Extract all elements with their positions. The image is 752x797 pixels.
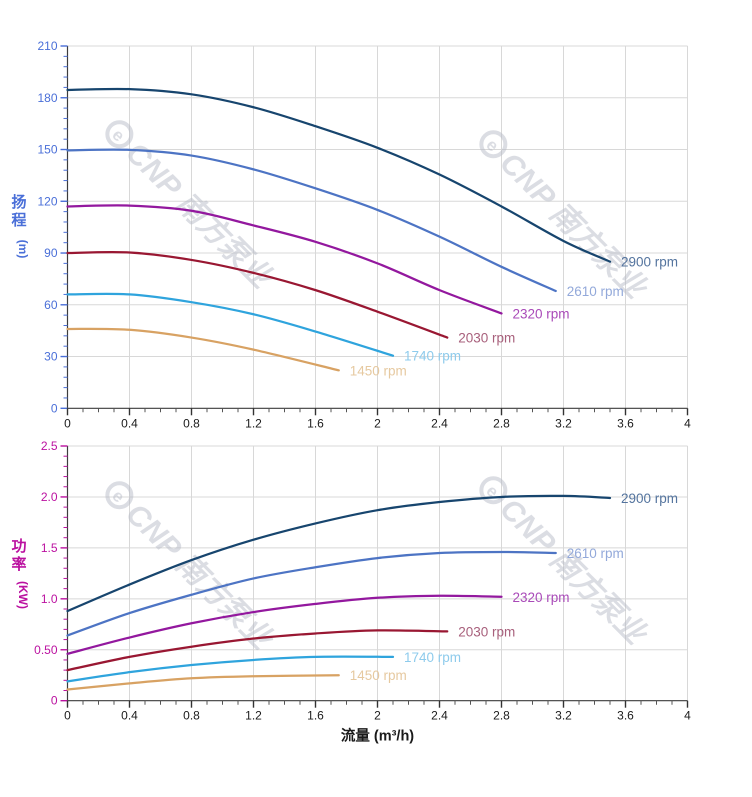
x-tick-label: 3.6 [617,416,634,430]
power-axis-title-char: 率 [11,555,26,573]
power-curve-label-2320rpm: 2320 rpm [513,590,570,605]
x-tick-label: 2.8 [493,416,510,430]
y-tick-label: 180 [37,91,57,105]
x-tick-label: 2.4 [431,709,448,723]
power-curve-label-2030rpm: 2030 rpm [458,624,515,639]
power-curve-1740rpm [66,655,395,683]
power-curve-label-2900rpm: 2900 rpm [621,491,678,506]
x-tick-label: 0.4 [121,416,138,430]
power-curve-2610rpm [66,550,557,637]
power-curve-2900rpm [66,494,612,613]
cnp-logo-icon [105,481,134,510]
power-curve-label-2610rpm: 2610 rpm [567,546,624,561]
y-tick-label: 60 [44,298,58,312]
y-tick-label: 1.5 [41,541,58,555]
y-tick-label: 120 [37,194,57,208]
cnp-logo-icon [105,120,134,149]
y-tick-label: 0 [51,694,58,708]
head-curve-1450rpm [66,327,340,372]
x-tick-label: 3.6 [617,709,634,723]
x-tick-label: 1.2 [245,416,262,430]
head-curve-label-1740rpm: 1740 rpm [404,349,461,364]
head-curve-label-2320rpm: 2320 rpm [513,306,570,321]
x-tick-label: 1.6 [307,709,324,723]
power-curve-1450rpm [66,674,340,691]
head-curve-label-1450rpm: 1450 rpm [350,363,407,378]
y-tick-label: 90 [44,246,58,260]
x-tick-label: 1.6 [307,416,324,430]
y-tick-label: 2.0 [41,490,58,504]
y-tick-label: 0.50 [34,643,58,657]
x-tick-label: 2 [374,416,381,430]
head-curve-2610rpm [66,148,557,293]
head-curve-2030rpm [66,250,449,339]
y-tick-label: 150 [37,143,57,157]
power-axis-title-char: 功 [11,538,26,555]
power-curve-2320rpm [66,594,503,655]
cnp-logo-icon [479,130,508,159]
x-tick-label: 2 [374,709,381,723]
head-axis-title-char: 程 [11,212,26,229]
x-tick-label: 4 [684,416,691,430]
head-curve-2900rpm [66,87,612,263]
x-tick-label: 1.2 [245,709,262,723]
x-tick-label: 3.2 [555,416,572,430]
head-curve-1740rpm [66,292,395,357]
power-curve-label-1450rpm: 1450 rpm [350,668,407,683]
x-tick-label: 0 [64,416,71,430]
x-tick-label: 4 [684,709,691,723]
head-axis-unit: (m) [16,240,30,259]
head-curve-2320rpm [66,204,503,315]
power-axis-unit: (KW) [16,581,30,609]
head-curve-label-2030rpm: 2030 rpm [458,331,515,346]
watermark-brand-text: CNP 南方泵业 [493,146,654,307]
power-curve-2030rpm [66,629,449,672]
x-tick-label: 0.4 [121,709,138,723]
y-tick-label: 30 [44,350,58,364]
y-tick-label: 0 [51,401,58,415]
watermark-brand-text: CNP 南方泵业 [493,492,654,653]
y-tick-label: 210 [37,39,57,53]
x-tick-label: 0.8 [183,416,200,430]
head-curve-label-2610rpm: 2610 rpm [567,284,624,299]
flow-axis-title: 流量 (m³/h) [341,727,414,745]
x-tick-label: 2.8 [493,709,510,723]
y-tick-label: 2.5 [41,439,58,453]
x-tick-label: 0.8 [183,709,200,723]
head-curve-label-2900rpm: 2900 rpm [621,255,678,270]
x-tick-label: 3.2 [555,709,572,723]
x-tick-label: 2.4 [431,416,448,430]
head-axis-title-char: 扬 [11,193,26,211]
y-tick-label: 1.0 [41,592,58,606]
power-curve-label-1740rpm: 1740 rpm [404,650,461,665]
x-tick-label: 0 [64,709,71,723]
